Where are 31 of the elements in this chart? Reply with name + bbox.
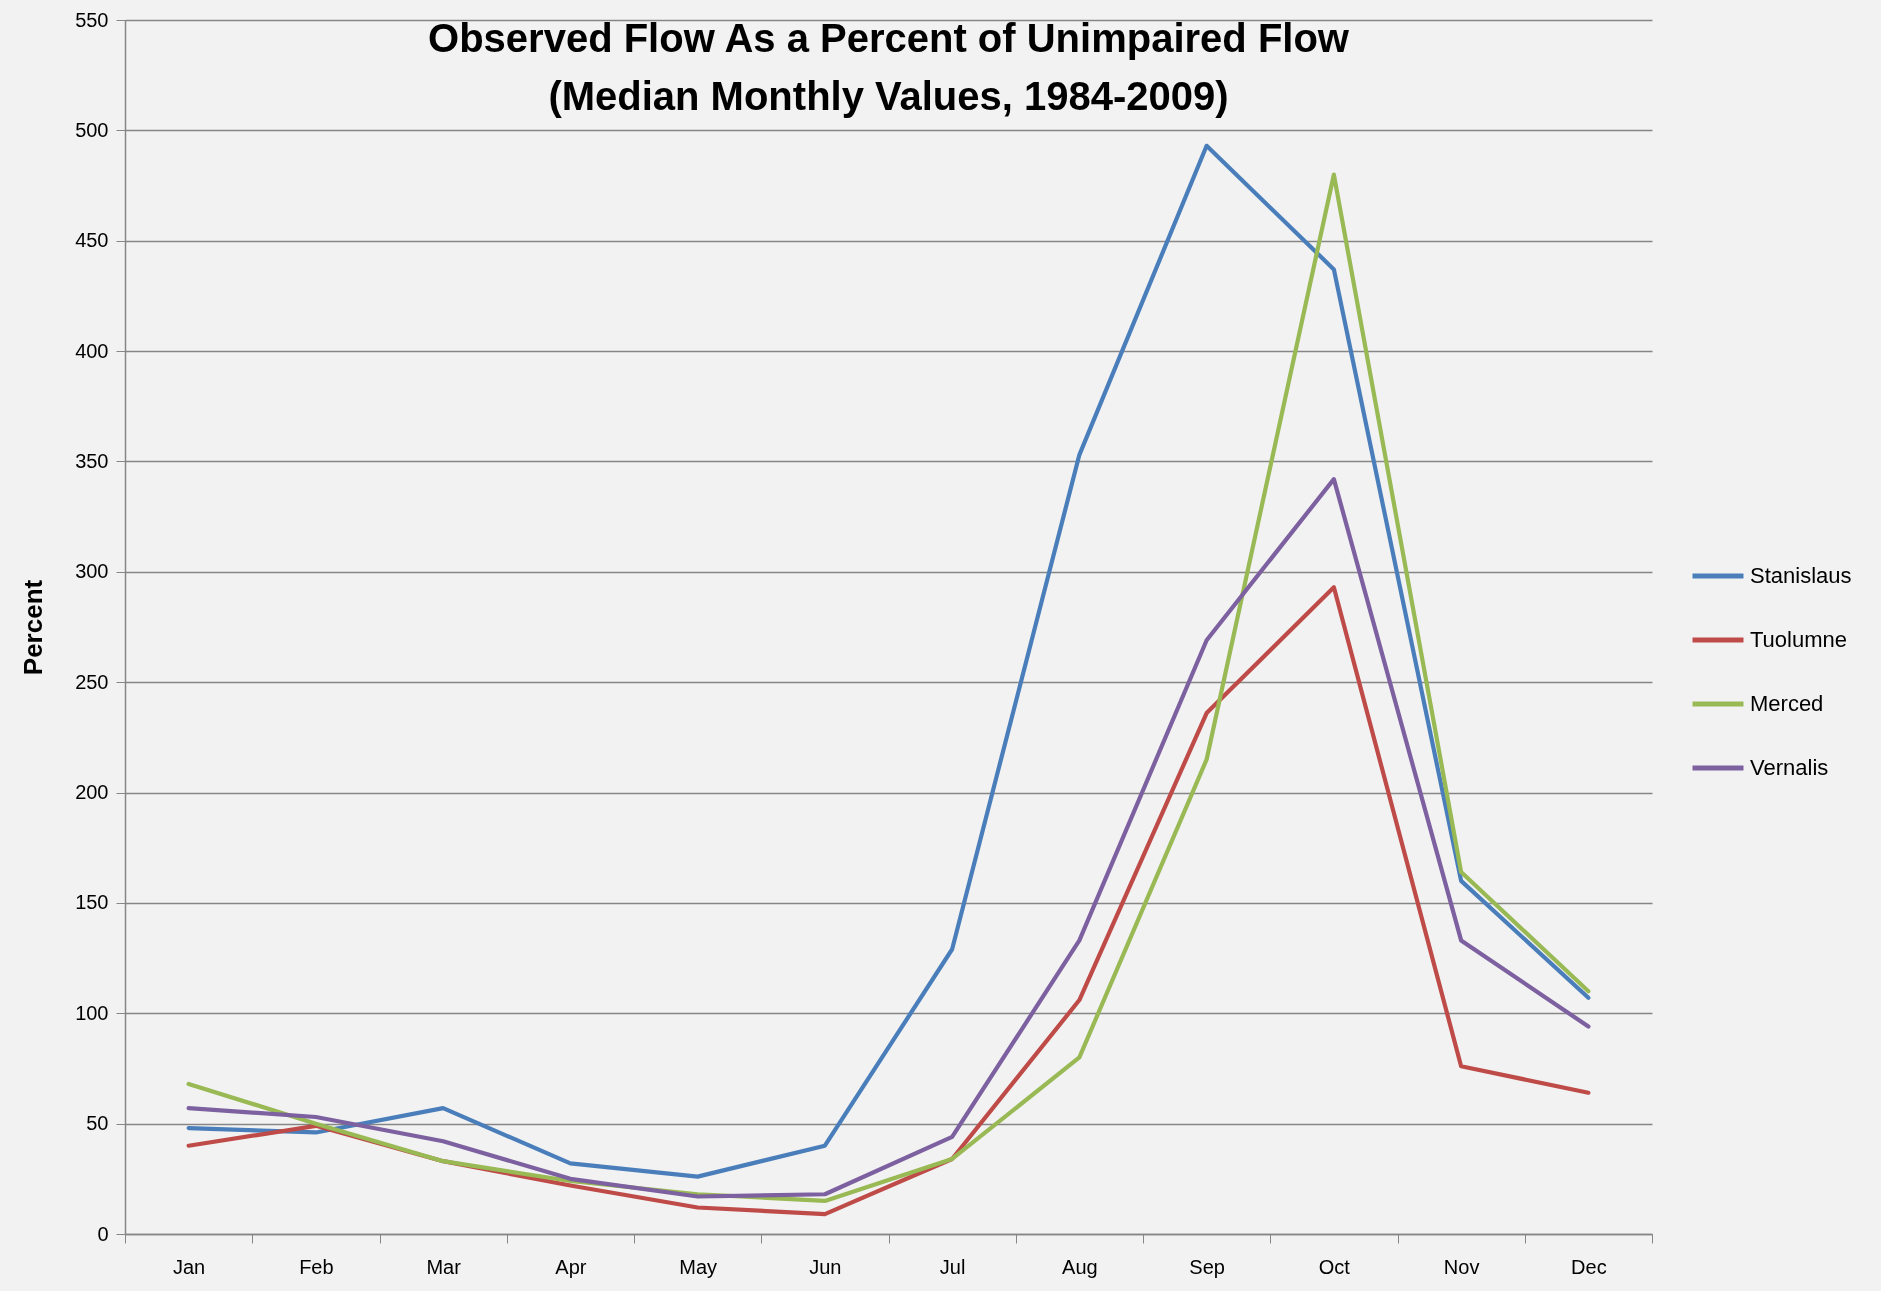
text: Observed Flow As a Percent of Unimpaired Flow (Median Monthly Values, 1984-2009)	[428, 16, 1350, 118]
x-tick-label: Jul	[939, 1255, 966, 1278]
y-tick-label: 500	[75, 118, 109, 141]
y-tick-label: 0	[97, 1222, 109, 1245]
x-tick-label: Dec	[1571, 1255, 1607, 1278]
x-tick-label: Feb	[299, 1255, 334, 1278]
x-tick-label: Sep	[1189, 1255, 1225, 1278]
legend-label: Tuolumne	[1750, 627, 1848, 652]
y-tick-label: 450	[75, 229, 109, 252]
x-tick-label: Nov	[1443, 1255, 1480, 1278]
x-tick-label: Oct	[1318, 1255, 1351, 1278]
legend-label: Stanislaus	[1750, 563, 1852, 588]
legend-label: Merced	[1750, 691, 1824, 716]
y-tick-label: 150	[75, 891, 109, 914]
y-tick-label: 300	[75, 560, 109, 583]
y-tick-label: 550	[75, 8, 109, 31]
line-series	[186, 477, 1591, 1199]
y-tick-label: 50	[86, 1112, 109, 1135]
y-tick-label: 100	[75, 1001, 109, 1024]
x-tick-label: Jan	[173, 1255, 206, 1278]
legend-label: Vernalis	[1750, 755, 1829, 780]
x-tick-label: May	[679, 1255, 718, 1278]
y-tick-label: 250	[75, 670, 109, 693]
y-tick-label: 350	[75, 449, 109, 472]
x-tick-label: Jun	[809, 1255, 842, 1278]
y-axis-title: Percent	[18, 579, 49, 676]
x-tick-label: Apr	[555, 1255, 587, 1278]
x-tick-label: Aug	[1062, 1255, 1098, 1278]
y-tick-label: 200	[75, 781, 109, 804]
y-tick-label: 400	[75, 339, 109, 362]
x-tick-label: Mar	[426, 1255, 462, 1278]
